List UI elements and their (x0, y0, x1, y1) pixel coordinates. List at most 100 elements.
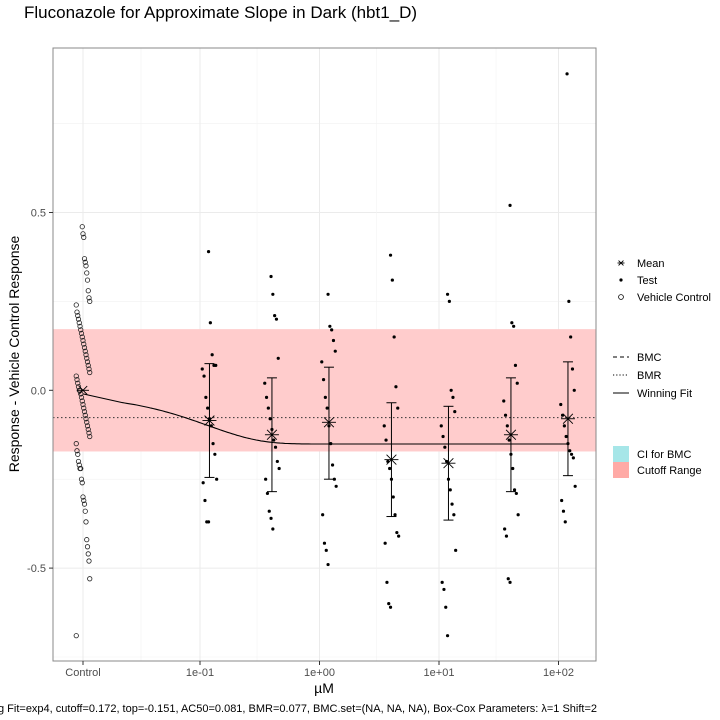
test-point (320, 360, 324, 364)
vehicle-control-point (74, 448, 80, 454)
vehicle-control-point (84, 355, 90, 361)
mean-marker (202, 415, 217, 426)
test-point (503, 527, 507, 531)
test-point (210, 353, 214, 357)
test-point (452, 513, 456, 517)
test-point (508, 580, 512, 584)
vehicle-control-point (81, 501, 88, 507)
test-point (264, 395, 269, 400)
test-point (277, 466, 281, 471)
vehicle-control-point (83, 263, 89, 269)
test-point (326, 292, 330, 296)
test-point (572, 388, 576, 392)
vehicle-control-point (85, 426, 91, 433)
test-point (511, 466, 515, 471)
vehicle-control-point (82, 412, 88, 418)
caption: g Fit=exp4, cutoff=0.172, top=-0.151, AC… (0, 703, 597, 715)
vehicle-control-point (81, 405, 87, 411)
vehicle-control-point (83, 416, 89, 422)
legend-label: CI for BMC (637, 449, 691, 461)
vehicle-control-point (73, 441, 79, 447)
legend-label: BMC (637, 352, 662, 364)
test-point (388, 466, 392, 471)
test-point (560, 498, 564, 503)
test-point (383, 541, 387, 545)
legend-label: Cutoff Range (637, 465, 702, 477)
vehicle-control-point (76, 320, 82, 326)
test-point (321, 513, 325, 517)
vehicle-control-point (84, 419, 90, 425)
test-point (503, 413, 508, 417)
vehicle-control-point (77, 323, 83, 329)
test-point (440, 580, 444, 584)
test-point (570, 367, 575, 371)
test-point (510, 321, 514, 325)
test-point (324, 548, 328, 552)
test-point (268, 417, 272, 421)
vehicle-control-point (86, 430, 92, 436)
test-point (214, 363, 218, 368)
vehicle-control-point (85, 362, 91, 369)
vehicle-control-point (74, 309, 80, 315)
y-axis: -0.5 0.0 0.5 (27, 208, 53, 575)
test-point (568, 449, 572, 453)
test-point (206, 406, 210, 410)
legend-label: Winning Fit (637, 388, 692, 400)
vehicle-control-point (83, 352, 89, 358)
vehicle-control-point (85, 288, 91, 294)
test-point (213, 452, 217, 456)
mean-marker-control (77, 385, 89, 395)
test-point (322, 541, 327, 545)
vehicle-control-point (78, 330, 85, 337)
vehicle-control-point (81, 497, 87, 504)
vehicle-control-point (78, 327, 84, 333)
test-point (443, 445, 447, 449)
test-point (569, 452, 574, 456)
chart-title: Fluconazole for Approximate Slope in Dar… (24, 3, 417, 22)
test-point (564, 434, 568, 439)
vehicle-control-point (80, 231, 86, 237)
test-point (269, 274, 273, 279)
test-point (334, 484, 338, 488)
mean-marker (384, 454, 399, 465)
test-point (266, 406, 270, 410)
test-point (439, 424, 443, 428)
x-tick-label: 1e+00 (304, 667, 335, 679)
vehicle-control-point (75, 458, 82, 465)
test-point (512, 488, 517, 492)
test-point (450, 502, 454, 506)
vehicle-control-point (87, 576, 93, 582)
vehicle-control-point (84, 277, 91, 283)
test-point (272, 438, 276, 442)
test-point (506, 577, 510, 581)
test-point (388, 605, 393, 609)
test-point (264, 477, 268, 481)
test-point (395, 530, 399, 535)
vehicle-control-point (82, 348, 88, 354)
test-point (442, 587, 446, 592)
vehicle-control-point (79, 334, 85, 340)
vehicle-control-point (80, 401, 86, 408)
test-point (571, 456, 575, 460)
legend-label: BMR (637, 370, 662, 382)
test-point (513, 363, 518, 368)
test-point (445, 634, 450, 638)
vehicle-control-point (82, 508, 88, 514)
vehicle-control-point (77, 465, 83, 472)
test-point (202, 374, 206, 378)
test-point (273, 445, 278, 449)
vehicle-control-point (80, 337, 86, 344)
error-bars (204, 361, 573, 521)
test-point (573, 484, 577, 488)
vehicle-control-point (78, 394, 85, 401)
mean-marker (441, 457, 456, 469)
test-point (269, 516, 273, 520)
test-point (206, 520, 211, 524)
legend-label: Mean (637, 258, 665, 270)
test-point (330, 328, 334, 332)
test-point (263, 381, 267, 385)
test-point (561, 509, 566, 513)
test-point (273, 314, 277, 318)
test-point (392, 335, 396, 339)
